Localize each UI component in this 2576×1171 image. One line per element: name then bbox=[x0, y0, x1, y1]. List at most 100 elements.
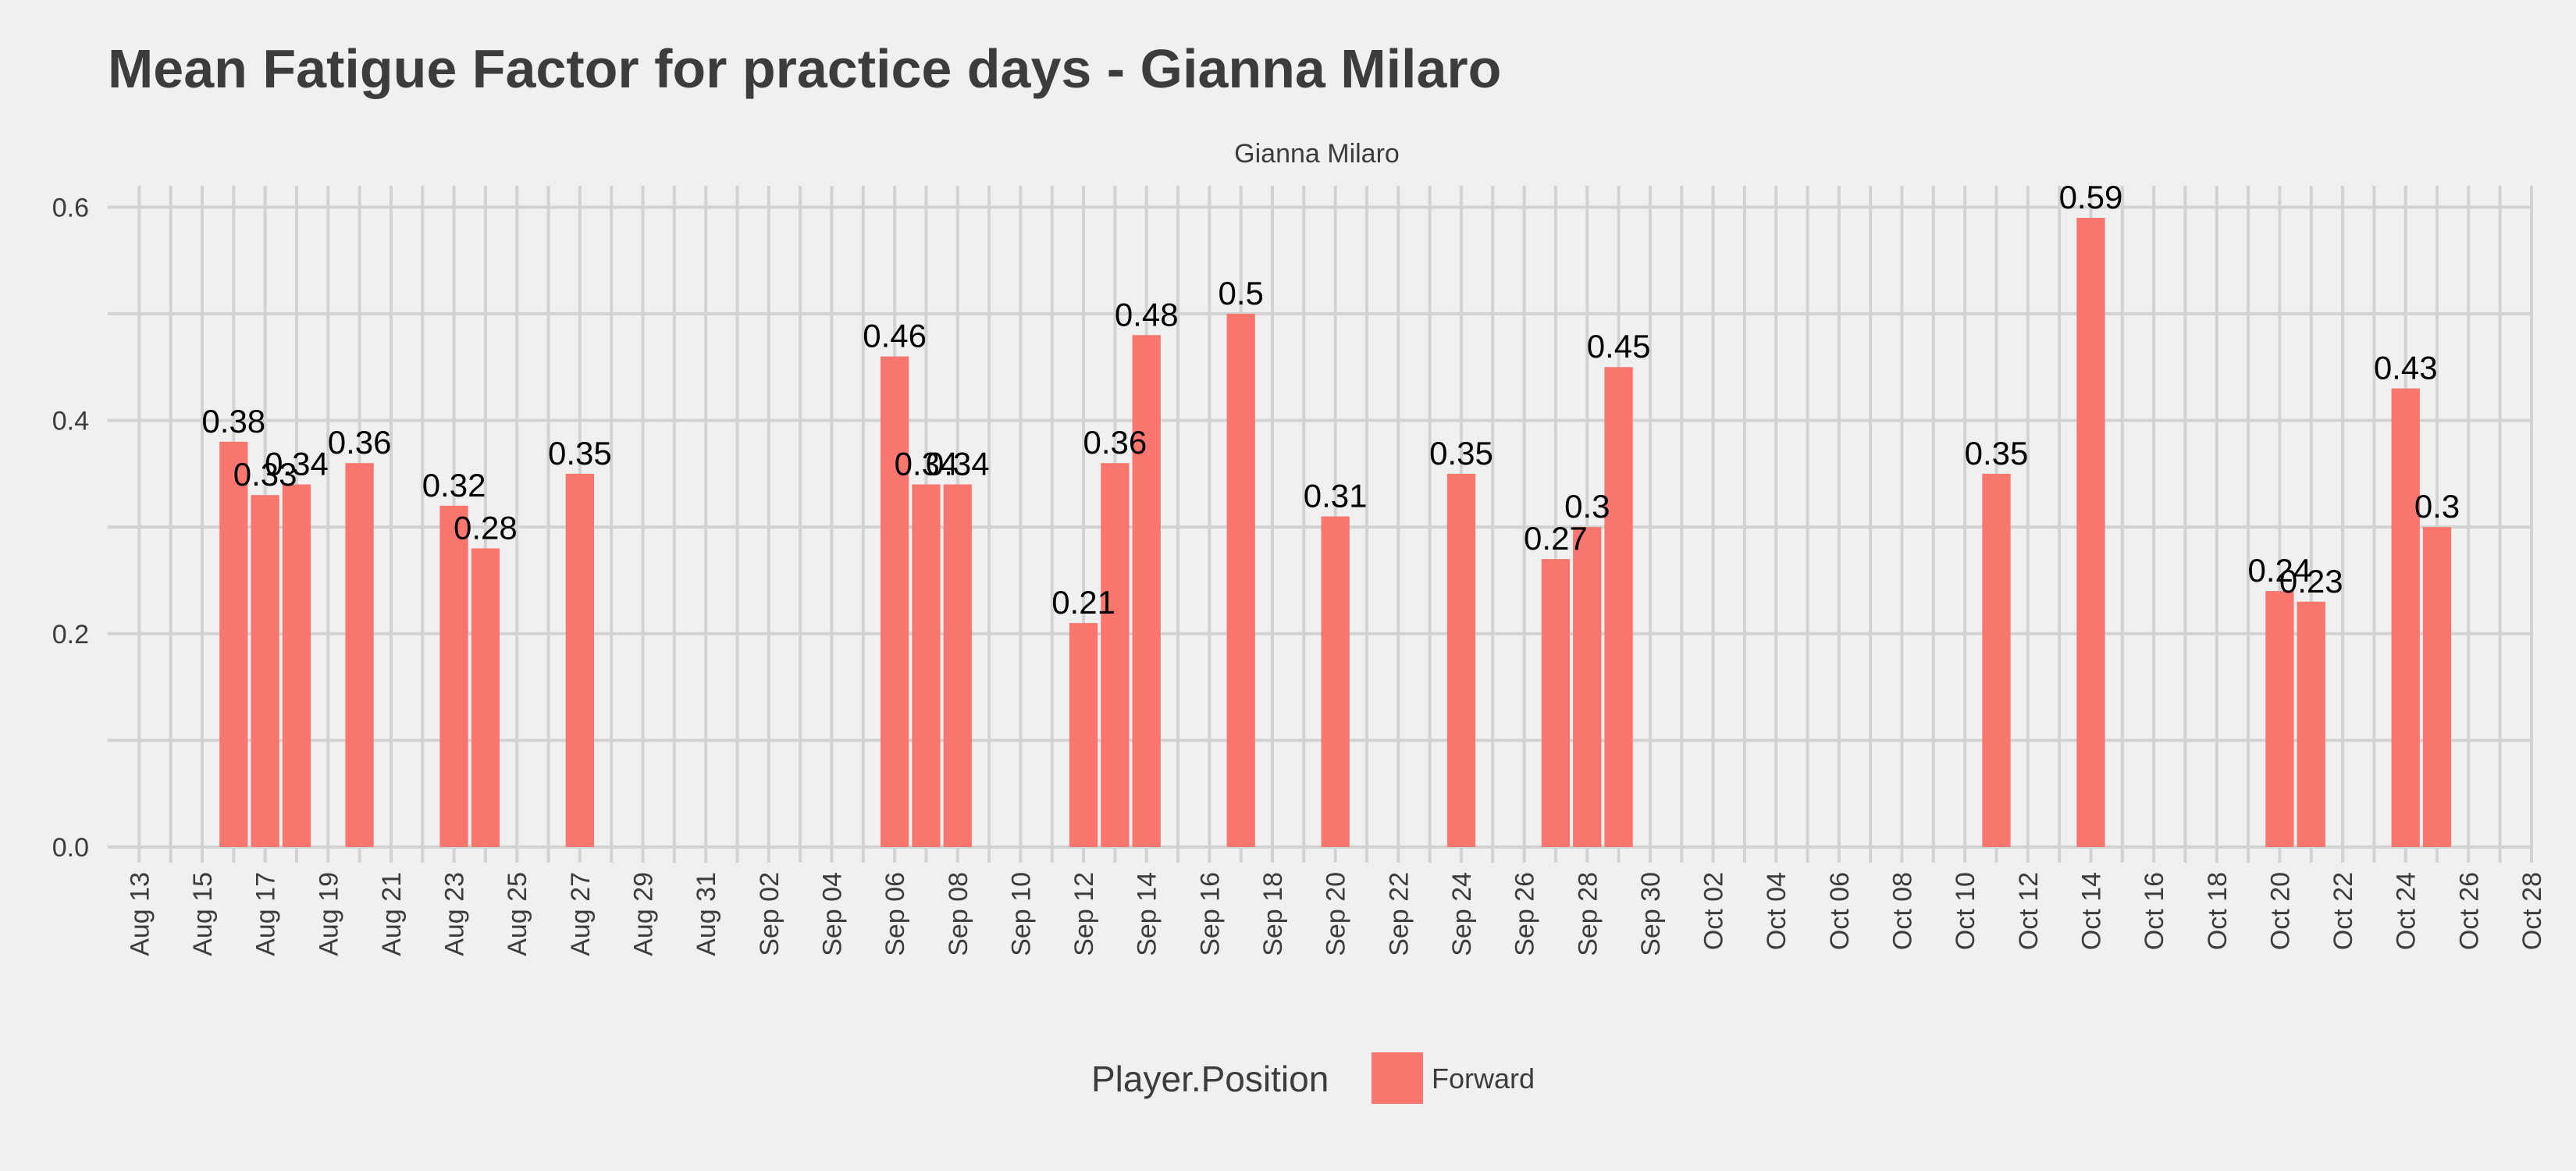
data-label: 0.23 bbox=[2279, 563, 2343, 600]
x-tick-label: Sep 08 bbox=[944, 872, 973, 956]
legend-label-forward: Forward bbox=[1432, 1062, 1535, 1094]
chart-subtitle: Gianna Milaro bbox=[1234, 139, 1400, 169]
x-tick-label: Oct 12 bbox=[2014, 872, 2044, 950]
bar bbox=[1541, 559, 1571, 847]
bar bbox=[1573, 527, 1602, 847]
bar bbox=[1226, 313, 1255, 847]
x-tick-label: Oct 22 bbox=[2329, 872, 2358, 950]
y-tick-label: 0.6 bbox=[52, 193, 89, 222]
data-label: 0.36 bbox=[328, 424, 392, 461]
legend: Player.Position Forward bbox=[1091, 1052, 1535, 1104]
data-label: 0.34 bbox=[895, 446, 959, 482]
x-tick-label: Sep 22 bbox=[1384, 872, 1414, 956]
bar bbox=[251, 495, 279, 847]
y-tick-label: 0.0 bbox=[52, 833, 89, 863]
x-tick-label: Oct 08 bbox=[1888, 872, 1918, 950]
data-label: 0.34 bbox=[265, 446, 329, 482]
x-tick-label: Aug 15 bbox=[188, 872, 218, 956]
x-tick-label: Aug 21 bbox=[377, 872, 407, 956]
x-tick-label: Aug 13 bbox=[125, 872, 155, 956]
legend-title: Player.Position bbox=[1091, 1059, 1329, 1099]
bar bbox=[439, 505, 468, 847]
data-label: 0.3 bbox=[1564, 488, 1610, 525]
x-tick-label: Oct 20 bbox=[2265, 872, 2295, 950]
data-label: 0.35 bbox=[1429, 435, 1493, 472]
bar bbox=[1446, 473, 1476, 847]
bar bbox=[1132, 335, 1161, 847]
x-tick-label: Oct 26 bbox=[2454, 872, 2484, 950]
bar bbox=[1982, 473, 2011, 847]
x-tick-label: Aug 31 bbox=[692, 872, 721, 956]
x-tick-label: Aug 19 bbox=[314, 872, 343, 956]
data-label: 0.59 bbox=[2059, 179, 2123, 215]
bar bbox=[2265, 591, 2294, 847]
data-label: 0.32 bbox=[422, 467, 486, 504]
bar bbox=[565, 473, 595, 847]
bar bbox=[2391, 388, 2420, 847]
data-label: 0.36 bbox=[1083, 424, 1147, 461]
x-tick-label: Sep 16 bbox=[1195, 872, 1225, 956]
bar bbox=[219, 441, 248, 847]
bar bbox=[2297, 601, 2325, 847]
x-tick-label: Sep 30 bbox=[1636, 872, 1666, 956]
legend-swatch-forward bbox=[1372, 1052, 1423, 1104]
data-label: 0.21 bbox=[1051, 584, 1115, 621]
bar bbox=[282, 484, 311, 847]
x-tick-label: Sep 24 bbox=[1447, 872, 1477, 956]
data-label: 0.5 bbox=[1218, 275, 1263, 311]
data-label: 0.24 bbox=[2248, 552, 2312, 589]
y-tick-label: 0.4 bbox=[52, 407, 89, 436]
data-label: 0.31 bbox=[1304, 478, 1368, 514]
chart-title: Mean Fatigue Factor for practice days - … bbox=[108, 38, 1501, 99]
bar bbox=[943, 484, 972, 847]
x-tick-label: Oct 28 bbox=[2517, 872, 2547, 950]
bar bbox=[2076, 217, 2105, 847]
bar bbox=[912, 484, 941, 847]
x-tick-label: Oct 16 bbox=[2140, 872, 2169, 950]
bar bbox=[1604, 367, 1633, 847]
data-label: 0.46 bbox=[863, 318, 927, 354]
data-label: 0.48 bbox=[1115, 296, 1179, 333]
x-tick-label: Oct 24 bbox=[2392, 872, 2421, 950]
data-label: 0.35 bbox=[548, 435, 612, 472]
x-tick-label: Oct 02 bbox=[1699, 872, 1729, 950]
bar bbox=[1321, 516, 1350, 847]
x-tick-label: Sep 20 bbox=[1322, 872, 1351, 956]
x-tick-label: Sep 14 bbox=[1133, 872, 1162, 956]
x-tick-label: Sep 06 bbox=[881, 872, 910, 956]
bar bbox=[880, 356, 909, 847]
data-label-layer: 0.380.330.340.360.320.280.350.460.340.34… bbox=[201, 179, 2460, 621]
bar bbox=[1101, 463, 1130, 847]
data-label: 0.27 bbox=[1524, 520, 1588, 557]
data-label: 0.38 bbox=[201, 403, 265, 440]
data-label: 0.28 bbox=[454, 509, 518, 546]
x-axis: Aug 13 Aug 15 Aug 17 Aug 19 Aug 21 Aug 23 Aug … bbox=[125, 872, 2547, 956]
x-tick-label: Aug 29 bbox=[629, 872, 659, 956]
x-tick-label: Sep 10 bbox=[1006, 872, 1036, 956]
x-tick-label: Aug 25 bbox=[503, 872, 532, 956]
x-tick-label: Oct 06 bbox=[1825, 872, 1855, 950]
bar bbox=[345, 463, 374, 847]
x-tick-label: Sep 04 bbox=[817, 872, 847, 956]
x-tick-label: Aug 23 bbox=[440, 872, 470, 956]
x-tick-label: Sep 28 bbox=[1573, 872, 1603, 956]
data-label: 0.34 bbox=[926, 446, 990, 482]
x-tick-label: Sep 18 bbox=[1258, 872, 1288, 956]
x-tick-label: Sep 26 bbox=[1510, 872, 1540, 956]
bar bbox=[471, 548, 500, 847]
x-tick-label: Sep 12 bbox=[1069, 872, 1099, 956]
data-label: 0.45 bbox=[1587, 328, 1651, 365]
x-tick-label: Sep 02 bbox=[755, 872, 785, 956]
x-tick-label: Aug 27 bbox=[566, 872, 596, 956]
data-label: 0.33 bbox=[233, 456, 297, 493]
y-axis: 0.0 0.2 0.4 0.6 bbox=[52, 193, 89, 863]
x-tick-label: Oct 10 bbox=[1951, 872, 1980, 950]
bar bbox=[2422, 527, 2452, 847]
x-tick-label: Oct 14 bbox=[2076, 872, 2106, 950]
x-tick-label: Aug 17 bbox=[251, 872, 281, 956]
data-label: 0.3 bbox=[2414, 488, 2460, 525]
bar-layer bbox=[219, 217, 2452, 847]
data-label: 0.43 bbox=[2374, 350, 2438, 386]
x-tick-label: Oct 18 bbox=[2203, 872, 2233, 950]
